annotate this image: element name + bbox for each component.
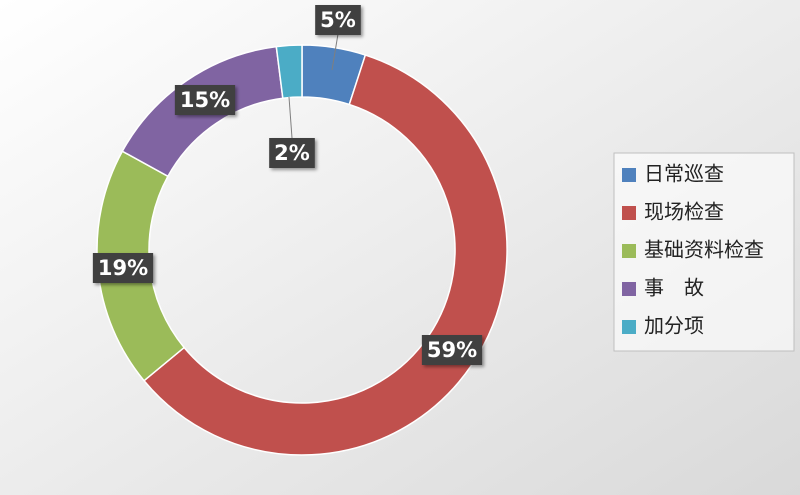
- data-label-text: 5%: [320, 8, 356, 32]
- data-label: 19%: [92, 253, 154, 283]
- legend-swatch: [622, 320, 636, 334]
- data-label-box: [315, 5, 361, 35]
- data-label-box: [174, 85, 236, 115]
- legend-label: 基础资料检查: [644, 238, 764, 262]
- legend-label: 事 故: [644, 276, 704, 300]
- data-label-text: 59%: [427, 338, 477, 362]
- legend-label: 现场检查: [644, 200, 724, 224]
- legend-swatch: [622, 282, 636, 296]
- data-label: 59%: [421, 335, 483, 365]
- donut-slice: [275, 44, 303, 100]
- data-label-text: 2%: [274, 141, 310, 165]
- data-label-text: 19%: [98, 256, 148, 280]
- data-label: 5%: [315, 5, 361, 35]
- data-label-box: [92, 253, 154, 283]
- legend-label: 日常巡查: [644, 162, 724, 186]
- legend-swatch: [622, 168, 636, 182]
- legend-swatch: [622, 206, 636, 220]
- data-label-box: [421, 335, 483, 365]
- legend-box: [613, 152, 795, 352]
- leader-line: [288, 96, 293, 139]
- data-label-text: 15%: [180, 88, 230, 112]
- data-label-box: [269, 138, 315, 168]
- legend-swatch: [622, 244, 636, 258]
- donut-slice: [142, 54, 508, 456]
- data-label: 2%: [269, 138, 315, 168]
- legend-label: 加分项: [644, 314, 704, 338]
- data-label: 15%: [174, 85, 236, 115]
- leader-line: [331, 33, 339, 71]
